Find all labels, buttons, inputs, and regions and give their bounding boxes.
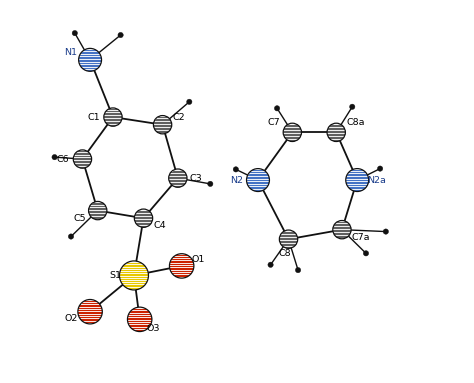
Ellipse shape <box>187 99 192 105</box>
Ellipse shape <box>363 250 369 256</box>
Ellipse shape <box>154 116 172 134</box>
Text: C5: C5 <box>73 214 86 223</box>
Text: S1: S1 <box>109 271 121 280</box>
Text: N2: N2 <box>230 175 244 185</box>
Text: C3: C3 <box>190 173 202 183</box>
Ellipse shape <box>233 167 238 172</box>
Text: C6: C6 <box>56 155 69 164</box>
Ellipse shape <box>350 104 355 110</box>
Text: O2: O2 <box>64 314 78 323</box>
Text: N1: N1 <box>64 49 77 57</box>
Ellipse shape <box>268 262 273 267</box>
Ellipse shape <box>274 106 280 111</box>
Ellipse shape <box>327 123 346 141</box>
Ellipse shape <box>283 123 301 141</box>
Text: O3: O3 <box>146 324 160 333</box>
Ellipse shape <box>134 209 153 228</box>
Text: C8: C8 <box>278 249 291 258</box>
Ellipse shape <box>246 169 269 192</box>
Text: C7: C7 <box>268 118 280 127</box>
Ellipse shape <box>118 33 123 38</box>
Text: C1: C1 <box>88 113 100 121</box>
Ellipse shape <box>72 31 77 36</box>
Text: C4: C4 <box>153 221 166 229</box>
Ellipse shape <box>295 267 301 273</box>
Ellipse shape <box>68 234 73 239</box>
Text: C8a: C8a <box>346 118 365 127</box>
Ellipse shape <box>279 230 298 248</box>
Ellipse shape <box>78 300 102 324</box>
Ellipse shape <box>169 254 194 278</box>
Ellipse shape <box>333 221 351 239</box>
Text: N2a: N2a <box>367 175 386 185</box>
Ellipse shape <box>383 229 389 234</box>
Text: C7a: C7a <box>352 233 370 242</box>
Ellipse shape <box>377 166 383 171</box>
Text: C2: C2 <box>173 113 185 121</box>
Ellipse shape <box>208 181 213 187</box>
Ellipse shape <box>104 108 122 126</box>
Ellipse shape <box>52 154 57 160</box>
Ellipse shape <box>73 150 91 168</box>
Ellipse shape <box>128 307 152 332</box>
Ellipse shape <box>79 48 101 71</box>
Ellipse shape <box>169 169 187 187</box>
Ellipse shape <box>89 201 107 220</box>
Ellipse shape <box>119 261 148 290</box>
Ellipse shape <box>346 169 369 192</box>
Text: O1: O1 <box>191 255 204 264</box>
